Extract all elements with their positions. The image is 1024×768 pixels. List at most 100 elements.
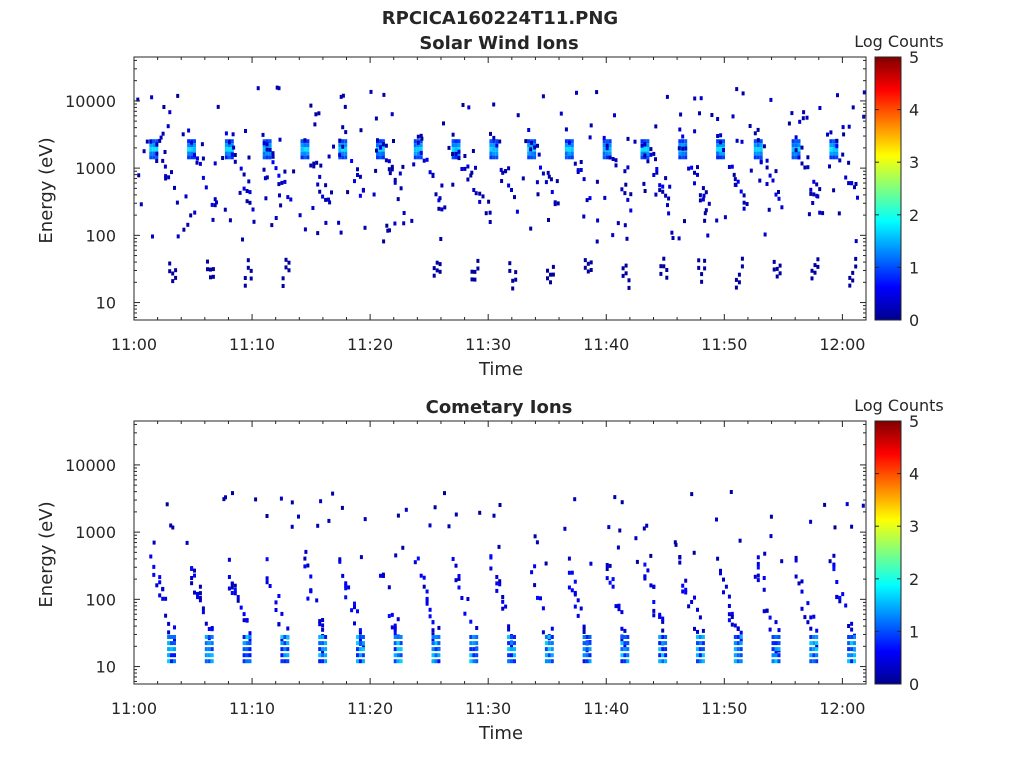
data-cell: [358, 659, 362, 664]
data-cell: [263, 176, 267, 181]
data-cell: [245, 618, 249, 623]
data-cell: [390, 625, 394, 630]
data-cell: [756, 138, 760, 143]
data-cell: [213, 203, 217, 208]
data-cell: [466, 164, 470, 169]
plot-area: [134, 57, 866, 320]
data-cell: [723, 215, 727, 220]
x-tick-label: 11:40: [583, 699, 629, 718]
data-cell: [765, 158, 769, 163]
data-cell: [353, 605, 356, 610]
x-tick-label: 11:10: [229, 335, 275, 354]
colorbar-tick-label: 4: [909, 101, 919, 120]
data-cell: [640, 139, 644, 144]
data-cell: [303, 147, 307, 152]
data-cell: [190, 581, 194, 586]
data-cell: [239, 605, 243, 610]
data-cell: [162, 105, 166, 109]
data-cell: [527, 139, 531, 144]
data-cell: [435, 260, 439, 265]
data-cell: [242, 618, 246, 623]
data-cell: [829, 155, 833, 160]
data-cell: [696, 172, 699, 177]
data-cell: [487, 199, 491, 204]
data-cell: [467, 105, 471, 110]
data-cell: [489, 554, 493, 559]
data-cell: [756, 565, 760, 570]
data-cell: [661, 189, 665, 194]
data-cell: [402, 211, 406, 215]
data-cell: [470, 269, 474, 274]
data-cell: [573, 497, 577, 502]
data-cell: [341, 155, 345, 160]
data-cell: [324, 647, 328, 652]
data-cell: [245, 189, 249, 193]
data-cell: [149, 143, 153, 148]
data-cell: [603, 195, 607, 200]
data-cell: [187, 139, 191, 144]
data-cell: [167, 175, 171, 180]
data-cell: [190, 567, 194, 571]
data-cell: [242, 612, 246, 617]
data-cell: [152, 572, 156, 577]
data-cell: [387, 159, 391, 164]
data-cell: [375, 148, 378, 153]
data-cell: [230, 585, 234, 590]
data-cell: [769, 534, 773, 539]
data-cells: [136, 85, 866, 291]
data-cell: [341, 573, 345, 578]
data-cell: [547, 218, 550, 222]
data-cell: [716, 134, 720, 138]
data-cell: [816, 257, 820, 262]
data-cell: [341, 93, 345, 98]
data-cell: [753, 131, 757, 136]
data-cell: [277, 182, 281, 187]
data-cell: [492, 135, 496, 140]
data-cell: [152, 151, 156, 156]
data-cell: [626, 641, 630, 646]
data-cell: [470, 277, 474, 282]
data-cell: [605, 563, 609, 567]
data-cell: [585, 641, 589, 646]
data-cell: [812, 192, 816, 197]
data-cell: [805, 115, 809, 120]
data-cell: [692, 550, 696, 555]
data-cell: [236, 598, 240, 603]
colorbar: [874, 420, 902, 685]
data-cell: [396, 617, 400, 622]
data-cell: [300, 139, 304, 144]
data-cell: [559, 111, 563, 116]
data-cell: [654, 192, 658, 197]
data-cell: [163, 164, 167, 169]
data-cell: [451, 139, 455, 144]
data-cell: [733, 641, 737, 646]
colorbar-tick-label: 5: [909, 48, 919, 67]
data-cell: [317, 111, 321, 116]
data-cell: [812, 179, 816, 184]
data-cell: [763, 232, 767, 237]
data-cell: [413, 139, 417, 144]
data-cell: [547, 653, 551, 658]
data-cell: [727, 604, 731, 608]
data-cell: [350, 159, 354, 163]
data-cell: [821, 211, 825, 216]
data-cell: [605, 146, 609, 151]
data-cell: [659, 271, 663, 276]
data-cell: [579, 606, 583, 611]
data-cell: [551, 264, 555, 269]
data-cell: [803, 165, 807, 170]
data-cell: [588, 659, 592, 664]
data-cell: [152, 143, 156, 148]
data-cell: [155, 147, 159, 152]
data-cell: [791, 155, 795, 160]
data-cell: [497, 544, 501, 549]
data-cell: [469, 619, 473, 624]
colorbar-tick-label: 2: [909, 570, 919, 589]
data-cell: [201, 606, 205, 611]
data-cell: [736, 659, 740, 664]
data-cell: [513, 195, 516, 200]
data-cell: [771, 659, 775, 664]
data-cell: [595, 90, 599, 95]
data-cell: [280, 653, 284, 658]
data-cell: [570, 151, 574, 156]
